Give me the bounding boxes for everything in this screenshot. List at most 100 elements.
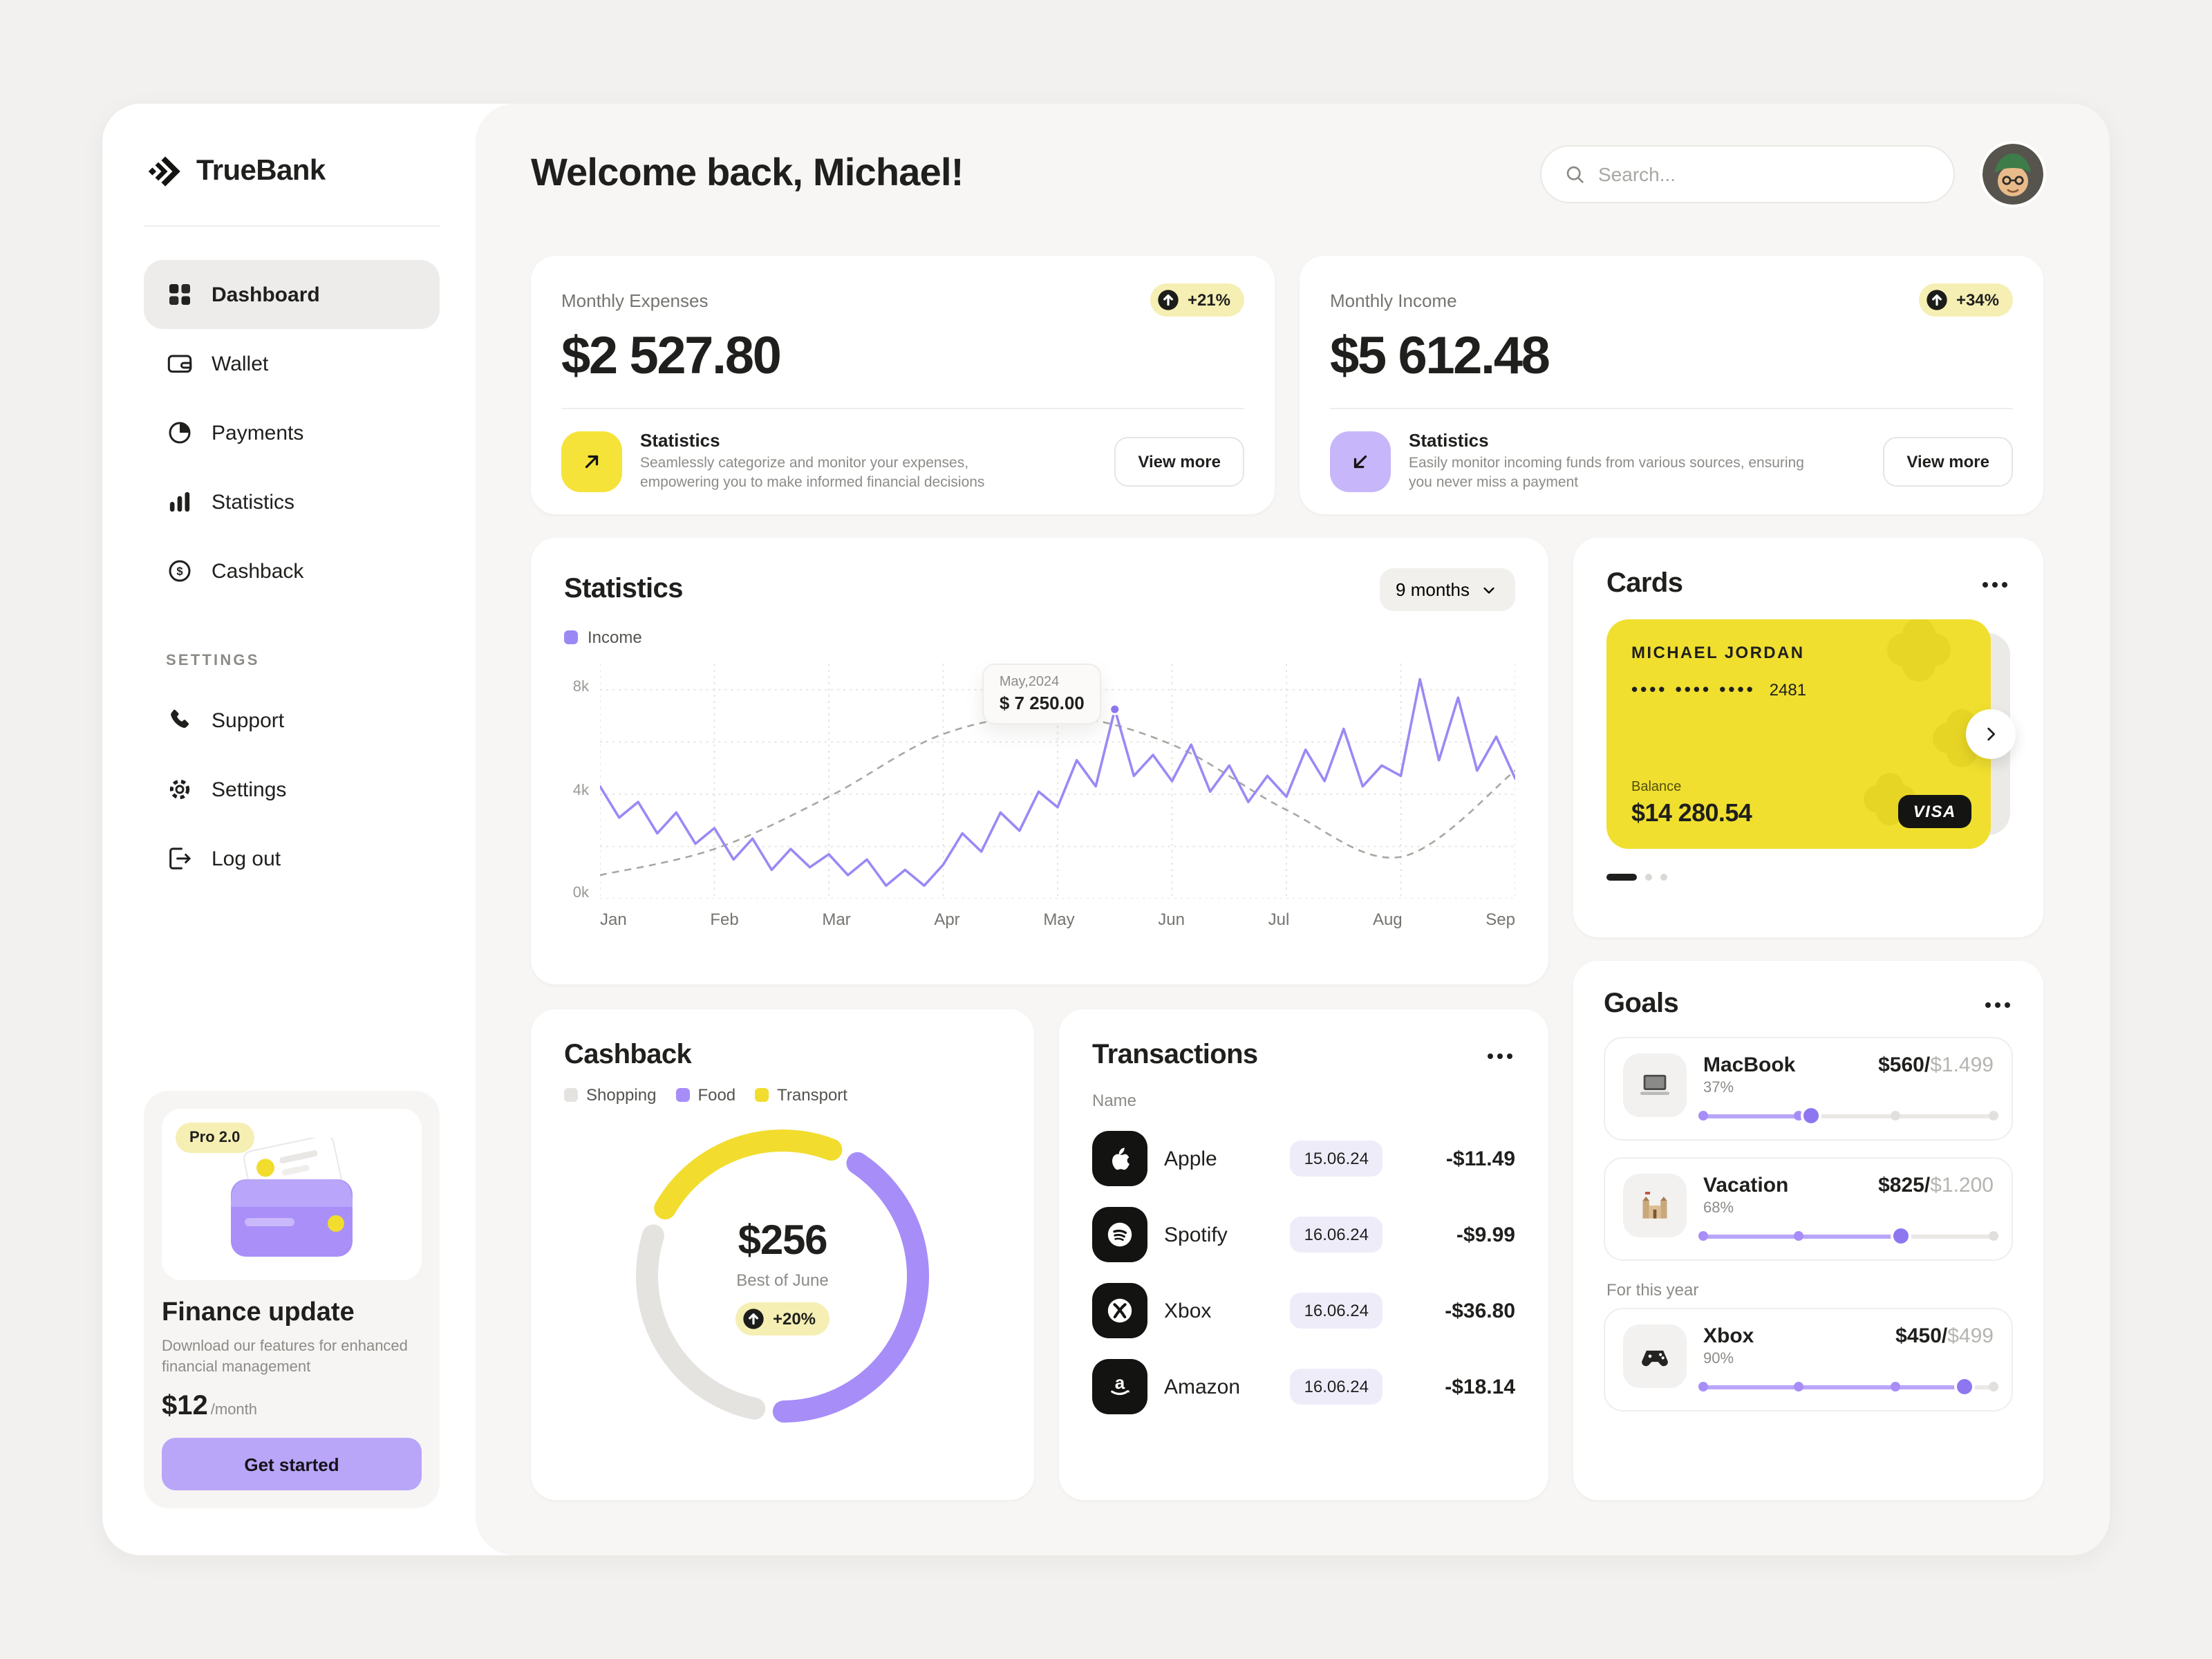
expenses-change: +21% xyxy=(1187,290,1230,310)
sidebar-item-support[interactable]: Support xyxy=(144,686,440,755)
trend-up-icon xyxy=(1157,289,1179,311)
trend-up-icon xyxy=(1926,289,1948,311)
cashback-amount: $256 xyxy=(738,1217,828,1263)
carousel-dot[interactable] xyxy=(1660,874,1667,881)
slider-thumb[interactable] xyxy=(1803,1108,1819,1123)
goal-progress-slider[interactable] xyxy=(1698,1378,1998,1395)
slider-thumb[interactable] xyxy=(1957,1379,1972,1394)
goal-progress-slider[interactable] xyxy=(1698,1107,1998,1124)
income-subtitle: Statistics xyxy=(1409,430,1489,451)
amazon-icon xyxy=(1092,1359,1147,1414)
cardholder-name: MICHAEL JORDAN xyxy=(1631,643,1805,662)
search-bar xyxy=(1540,145,1955,203)
x-tick: Jun xyxy=(1158,910,1185,929)
transactions-column-header: Name xyxy=(1092,1091,1137,1110)
settings-section-label: SETTINGS xyxy=(166,653,260,669)
income-view-more-button[interactable]: View more xyxy=(1883,436,2013,487)
transactions-menu-icon[interactable] xyxy=(1485,1044,1515,1067)
arrow-down-left-icon xyxy=(1348,449,1373,474)
chart-tooltip: May,2024 $ 7 250.00 xyxy=(982,664,1101,724)
transaction-row[interactable]: Amazon 16.06.24 -$18.14 xyxy=(1092,1359,1515,1414)
transaction-row[interactable]: Spotify 16.06.24 -$9.99 xyxy=(1092,1207,1515,1262)
goal-row-vacation[interactable]: Vacation $825/$1.200 68% xyxy=(1604,1157,2013,1261)
x-tick: Sep xyxy=(1485,910,1515,929)
get-started-button[interactable]: Get started xyxy=(162,1438,422,1490)
x-tick: May xyxy=(1043,910,1075,929)
user-avatar[interactable] xyxy=(1983,144,2043,205)
carousel-dot[interactable] xyxy=(1645,874,1652,881)
cards-menu-icon[interactable] xyxy=(1980,573,2010,595)
payments-icon xyxy=(166,419,194,447)
income-legend-label: Income xyxy=(588,628,642,647)
donut-chart: $256 Best of June +20% xyxy=(633,1127,932,1425)
goals-year-label: For this year xyxy=(1606,1280,1699,1300)
transaction-row[interactable]: Xbox 16.06.24 -$36.80 xyxy=(1092,1283,1515,1338)
sidebar-item-logout[interactable]: Log out xyxy=(144,824,440,893)
promo-card: Pro 2.0 Finance update Download our feat… xyxy=(144,1091,440,1508)
bar-chart-icon xyxy=(166,488,194,516)
x-tick: Jul xyxy=(1268,910,1290,929)
sidebar-nav: Dashboard Wallet Payments Statistics Cas… xyxy=(144,260,440,606)
chevron-down-icon xyxy=(1479,580,1499,599)
line-chart[interactable]: May,2024 $ 7 250.00 xyxy=(600,664,1515,899)
trend-up-icon xyxy=(742,1307,765,1329)
transport-swatch xyxy=(755,1088,769,1102)
apple-icon xyxy=(1092,1131,1147,1186)
sidebar-item-wallet[interactable]: Wallet xyxy=(144,329,440,398)
sidebar-item-statistics[interactable]: Statistics xyxy=(144,467,440,536)
masked-card-number: •••• •••• •••• xyxy=(1631,679,1756,700)
goal-row-macbook[interactable]: MacBook $560/$1.499 37% xyxy=(1604,1037,2013,1141)
next-card-button[interactable] xyxy=(1966,709,2016,759)
carousel-dot-active[interactable] xyxy=(1606,874,1637,881)
x-tick: Jan xyxy=(600,910,627,929)
slider-thumb[interactable] xyxy=(1893,1228,1909,1244)
period-dropdown[interactable]: 9 months xyxy=(1379,568,1515,611)
transaction-date: 16.06.24 xyxy=(1290,1369,1382,1405)
cashback-legend: Shopping Food Transport xyxy=(564,1085,1001,1105)
arrow-up-right-icon xyxy=(579,449,604,474)
income-value: $5 612.48 xyxy=(1330,328,1550,386)
expenses-tile xyxy=(561,431,622,492)
sidebar-item-cashback[interactable]: Cashback xyxy=(144,536,440,606)
page-title: Welcome back, Michael! xyxy=(531,151,964,194)
carousel-dots xyxy=(1606,874,2010,881)
statistics-title: Statistics xyxy=(564,574,683,604)
spotify-icon xyxy=(1092,1207,1147,1262)
x-axis-labels: Jan Feb Mar Apr May Jun Jul Aug Sep xyxy=(600,910,1515,929)
divider xyxy=(561,408,1244,409)
goals-menu-icon[interactable] xyxy=(1983,993,2013,1015)
chevron-right-icon xyxy=(1980,723,2002,745)
divider xyxy=(1330,408,2013,409)
income-description: Easily monitor incoming funds from vario… xyxy=(1409,455,1804,491)
wallet-icon xyxy=(166,350,194,377)
pro-badge: Pro 2.0 xyxy=(176,1123,254,1154)
truebank-logo-icon xyxy=(147,153,182,189)
xbox-controller-image xyxy=(1623,1324,1687,1388)
goal-progress-slider[interactable] xyxy=(1698,1228,1998,1244)
transaction-name: Xbox xyxy=(1164,1299,1212,1322)
statistics-card: Statistics 9 months Income 8k 4k 0k xyxy=(531,538,1548,984)
main-content: Welcome back, Michael! Monthly Expenses … xyxy=(476,104,2110,1555)
cashback-change: +20% xyxy=(772,1309,816,1328)
sidebar-item-payments[interactable]: Payments xyxy=(144,398,440,467)
expenses-value: $2 527.80 xyxy=(561,328,782,386)
goal-row-xbox[interactable]: Xbox $450/$499 90% xyxy=(1604,1308,2013,1412)
transaction-date: 16.06.24 xyxy=(1290,1217,1382,1253)
sidebar-item-label: Payments xyxy=(212,421,304,444)
transaction-row[interactable]: Apple 15.06.24 -$11.49 xyxy=(1092,1131,1515,1186)
search-input[interactable] xyxy=(1598,163,1931,185)
sidebar-item-settings[interactable]: Settings xyxy=(144,755,440,824)
goal-percent: 68% xyxy=(1703,1200,1734,1217)
sidebar-item-label: Wallet xyxy=(212,352,269,375)
wallet-illustration xyxy=(209,1138,375,1266)
chart-legend: Income xyxy=(564,628,1515,647)
credit-card[interactable]: MICHAEL JORDAN •••• •••• •••• 2481 Balan… xyxy=(1606,619,1991,849)
sidebar-item-dashboard[interactable]: Dashboard xyxy=(144,260,440,329)
promo-illustration: Pro 2.0 xyxy=(162,1109,422,1281)
y-tick: 4k xyxy=(572,782,589,799)
goal-target: $1.499 xyxy=(1930,1053,1994,1077)
transaction-amount: -$9.99 xyxy=(1456,1223,1515,1246)
expenses-view-more-button[interactable]: View more xyxy=(1114,436,1244,487)
promo-title: Finance update xyxy=(162,1298,355,1328)
tooltip-date: May,2024 xyxy=(999,675,1060,690)
